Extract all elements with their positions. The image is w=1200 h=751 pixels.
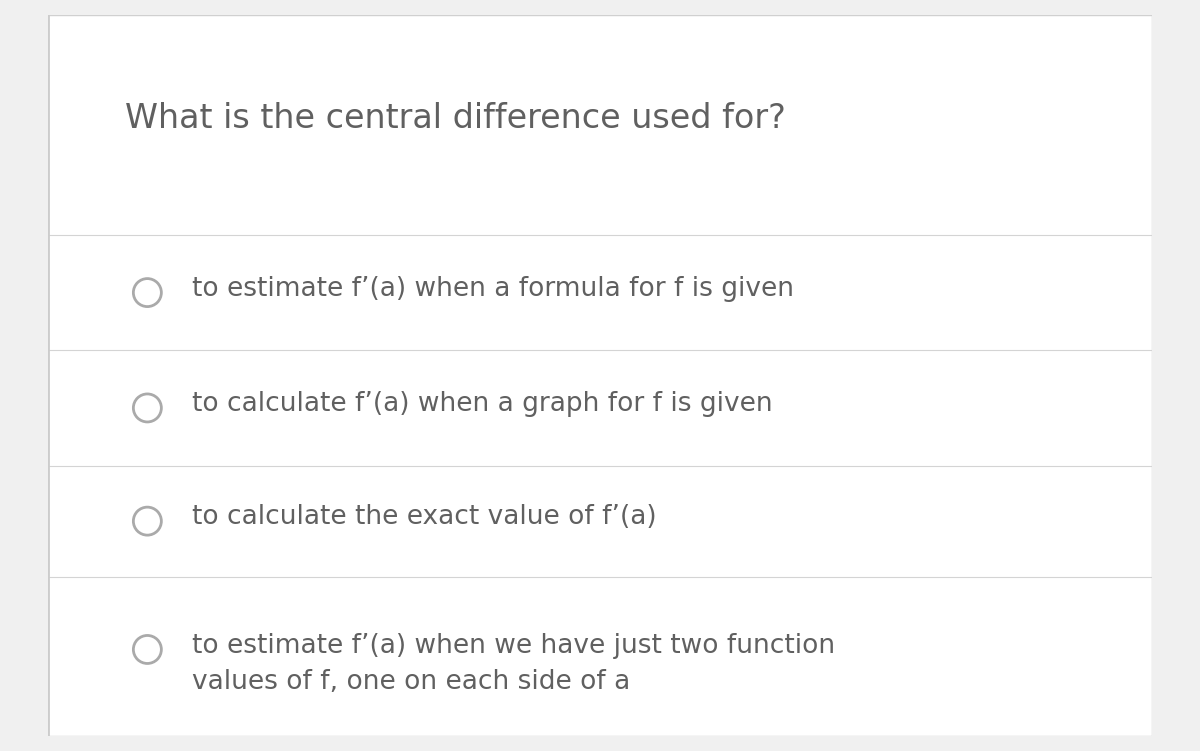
Text: to estimate f’(a) when we have just two function
values of f, one on each side o: to estimate f’(a) when we have just two … (192, 632, 835, 695)
Text: to estimate f’(a) when a formula for f is given: to estimate f’(a) when a formula for f i… (192, 276, 793, 302)
FancyBboxPatch shape (48, 15, 1152, 736)
Text: to calculate the exact value of f’(a): to calculate the exact value of f’(a) (192, 505, 656, 530)
Text: What is the central difference used for?: What is the central difference used for? (125, 101, 786, 134)
Text: to calculate f’(a) when a graph for f is given: to calculate f’(a) when a graph for f is… (192, 391, 772, 417)
